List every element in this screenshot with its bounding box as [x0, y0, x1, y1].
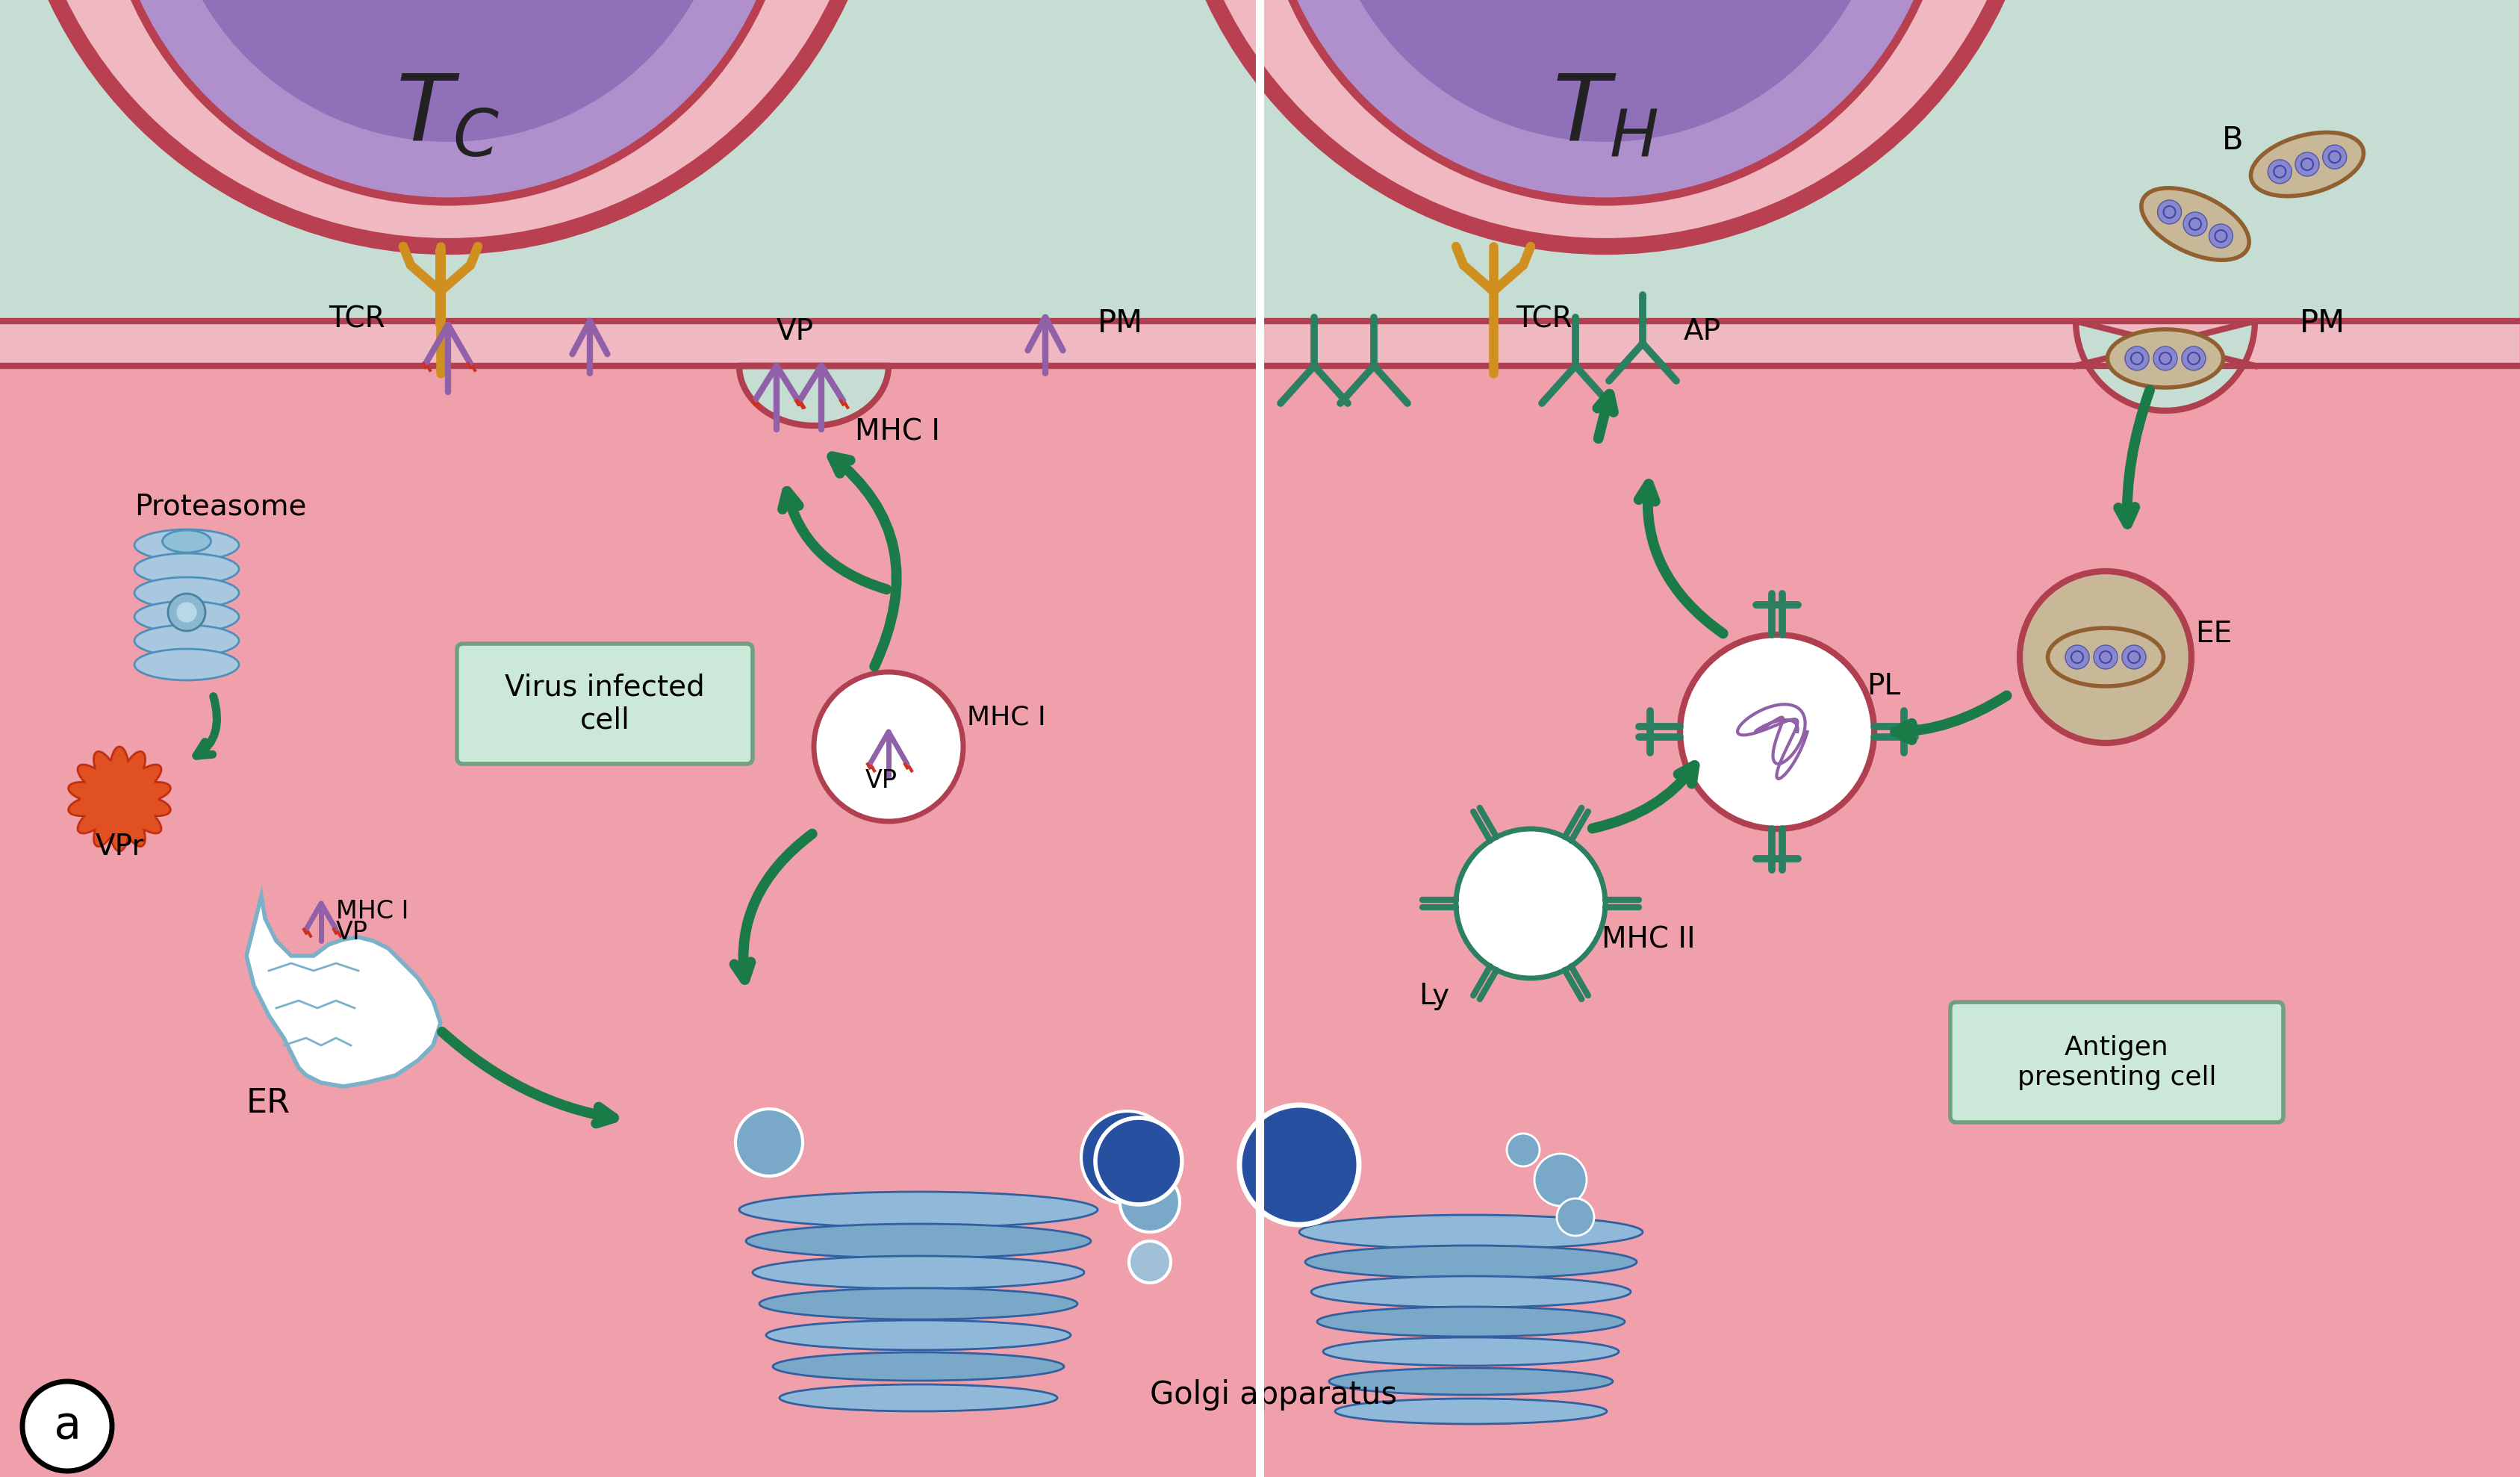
- Text: Virus infected
cell: Virus infected cell: [504, 674, 706, 734]
- Ellipse shape: [161, 530, 212, 552]
- Text: TCR: TCR: [1515, 304, 1572, 332]
- Circle shape: [164, 0, 731, 142]
- Circle shape: [1081, 1111, 1174, 1204]
- Circle shape: [2182, 347, 2205, 371]
- Circle shape: [2122, 645, 2147, 669]
- Circle shape: [1172, 0, 2039, 247]
- Text: AP: AP: [1683, 318, 1721, 346]
- Ellipse shape: [134, 648, 239, 681]
- Text: MHC II: MHC II: [1603, 926, 1696, 954]
- Ellipse shape: [134, 529, 239, 561]
- Circle shape: [1096, 1118, 1182, 1204]
- Circle shape: [2268, 160, 2291, 183]
- Ellipse shape: [1305, 1245, 1635, 1279]
- Circle shape: [1320, 0, 1890, 142]
- Circle shape: [1557, 1198, 1595, 1236]
- Ellipse shape: [134, 578, 239, 609]
- Ellipse shape: [2250, 133, 2364, 196]
- Circle shape: [2296, 152, 2318, 176]
- Ellipse shape: [1328, 1368, 1613, 1394]
- Text: a: a: [53, 1405, 81, 1449]
- Ellipse shape: [1310, 1276, 1630, 1307]
- Text: VP: VP: [335, 920, 368, 945]
- FancyBboxPatch shape: [456, 644, 753, 764]
- Ellipse shape: [2142, 188, 2248, 260]
- Ellipse shape: [766, 1320, 1071, 1350]
- Circle shape: [23, 1381, 111, 1471]
- Circle shape: [2182, 213, 2208, 236]
- Text: TCR: TCR: [328, 304, 386, 332]
- Ellipse shape: [176, 601, 199, 623]
- Bar: [0, 0, 1260, 332]
- Ellipse shape: [2107, 329, 2223, 387]
- Circle shape: [2155, 347, 2177, 371]
- Text: VP: VP: [864, 768, 897, 793]
- Text: ER: ER: [247, 1087, 290, 1120]
- Text: EE: EE: [2195, 620, 2233, 648]
- Text: VPr: VPr: [96, 833, 144, 861]
- Ellipse shape: [1318, 1307, 1625, 1337]
- Bar: [1260, 0, 2520, 332]
- Text: PL: PL: [1867, 672, 1900, 700]
- Circle shape: [2124, 347, 2150, 371]
- Ellipse shape: [753, 1255, 1084, 1289]
- Polygon shape: [68, 747, 171, 851]
- Circle shape: [814, 672, 963, 821]
- Ellipse shape: [738, 1192, 1099, 1227]
- Ellipse shape: [1336, 1399, 1608, 1424]
- Ellipse shape: [134, 601, 239, 632]
- Ellipse shape: [746, 1224, 1091, 1258]
- Ellipse shape: [134, 625, 239, 656]
- Text: MHC I: MHC I: [335, 899, 408, 923]
- Circle shape: [15, 0, 882, 247]
- Ellipse shape: [1323, 1337, 1618, 1366]
- FancyBboxPatch shape: [1950, 1001, 2283, 1123]
- Text: Antigen
presenting cell: Antigen presenting cell: [2019, 1035, 2215, 1090]
- Circle shape: [2066, 645, 2089, 669]
- Text: B: B: [2223, 124, 2243, 157]
- Text: MHC I: MHC I: [854, 418, 940, 446]
- Ellipse shape: [774, 1353, 1063, 1381]
- Text: VP: VP: [776, 318, 814, 346]
- Text: $\mathit{T}_C$: $\mathit{T}_C$: [396, 71, 499, 161]
- Circle shape: [103, 0, 791, 202]
- Circle shape: [1507, 1133, 1540, 1167]
- Polygon shape: [2076, 321, 2255, 411]
- Circle shape: [1535, 1154, 1588, 1205]
- Ellipse shape: [134, 554, 239, 585]
- Circle shape: [1681, 635, 1875, 829]
- Circle shape: [1119, 1173, 1179, 1232]
- Polygon shape: [247, 897, 441, 1087]
- Text: $\mathit{T}_H$: $\mathit{T}_H$: [1552, 71, 1658, 161]
- Circle shape: [736, 1109, 804, 1176]
- Circle shape: [1457, 829, 1605, 978]
- Circle shape: [2210, 225, 2233, 248]
- Text: Ly: Ly: [1419, 982, 1449, 1010]
- Text: Proteasome: Proteasome: [134, 493, 307, 521]
- Text: PM: PM: [1099, 307, 1144, 340]
- Ellipse shape: [169, 594, 204, 631]
- Circle shape: [2019, 572, 2192, 743]
- Ellipse shape: [1300, 1216, 1643, 1250]
- Ellipse shape: [2049, 628, 2165, 687]
- Text: Golgi apparatus: Golgi apparatus: [1149, 1380, 1396, 1411]
- Bar: [0, 321, 1260, 366]
- Circle shape: [1240, 1105, 1358, 1224]
- Ellipse shape: [779, 1384, 1058, 1412]
- Text: PM: PM: [2301, 307, 2346, 340]
- Polygon shape: [738, 366, 890, 425]
- Circle shape: [2323, 145, 2346, 168]
- Bar: [1260, 321, 2520, 366]
- Text: MHC I: MHC I: [968, 705, 1046, 730]
- Ellipse shape: [759, 1288, 1079, 1319]
- Circle shape: [2157, 199, 2182, 225]
- Circle shape: [1263, 0, 1948, 202]
- Circle shape: [2094, 645, 2117, 669]
- Circle shape: [1129, 1241, 1172, 1284]
